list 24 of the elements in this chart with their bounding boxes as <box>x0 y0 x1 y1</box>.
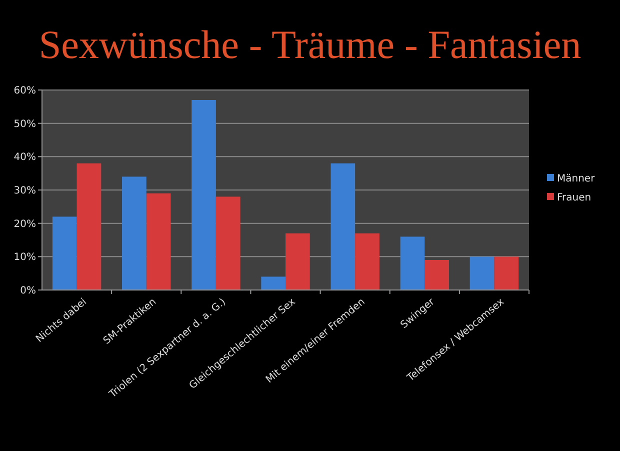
y-tick-label: 40% <box>14 152 36 164</box>
y-tick-label: 60% <box>14 86 36 96</box>
bar <box>494 256 519 290</box>
bar <box>122 176 146 290</box>
y-tick-label: 20% <box>14 218 36 230</box>
bar <box>355 233 380 290</box>
bar <box>146 193 171 290</box>
chart-title: Sexwünsche - Träume - Fantasien <box>38 22 582 67</box>
bar <box>400 236 425 290</box>
bar <box>330 163 356 290</box>
legend-label: Frauen <box>557 192 592 204</box>
bar <box>76 163 102 290</box>
y-tick-label: 0% <box>20 286 36 296</box>
legend-label: Männer <box>557 174 596 184</box>
bar <box>52 216 77 290</box>
bar <box>216 196 240 290</box>
y-tick-label: 30% <box>14 186 36 196</box>
bar <box>470 256 494 290</box>
y-tick-label: 10% <box>14 252 36 264</box>
bar <box>424 260 449 290</box>
bar <box>261 276 286 290</box>
bar <box>286 233 310 290</box>
bar <box>192 100 216 290</box>
y-tick-label: 50% <box>14 118 36 130</box>
